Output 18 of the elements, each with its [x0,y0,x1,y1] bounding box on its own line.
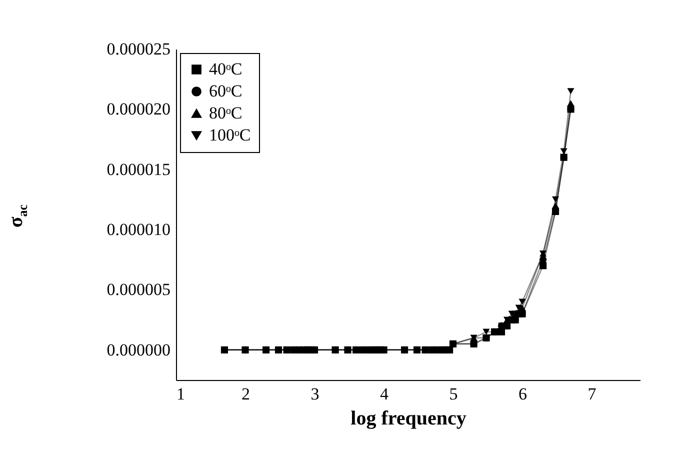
x-tick-label: 2 [242,384,250,404]
y-tick-label: 0.000000 [106,340,170,360]
x-tick-label: 4 [380,384,390,404]
y-tick-label: 0.000020 [106,100,170,119]
x-tick-label: 1 [176,384,185,404]
y-tick-label: 0.000010 [106,220,170,240]
x-tick-label: 3 [310,384,320,404]
legend-label: 60ᵒC [209,82,242,100]
x-tick-label: 7 [588,384,597,404]
y-tick-label: 0.000005 [106,280,170,300]
y-tick-label: 0.000025 [106,40,170,58]
x-tick-label: 6 [518,384,528,404]
legend-label: 100ᵒC [209,126,251,144]
legend-label: 80ᵒC [209,104,242,122]
y-tick-label: 0.000015 [106,160,170,179]
legend-label: 40ᵒC [209,60,242,78]
x-axis-title: log frequency [350,408,466,430]
x-tick-label: 5 [449,384,458,404]
